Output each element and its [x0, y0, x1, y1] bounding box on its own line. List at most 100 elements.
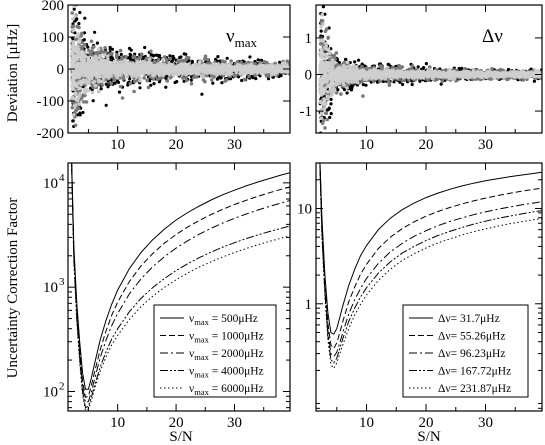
data-point: [72, 5, 76, 8]
data-point: [205, 58, 210, 62]
data-point: [253, 73, 257, 78]
data-point: [339, 92, 343, 96]
data-point: [123, 58, 127, 62]
data-point: [108, 45, 112, 50]
data-point: [80, 40, 84, 45]
data-point: [213, 65, 217, 69]
data-point: [285, 59, 290, 63]
data-point: [149, 53, 153, 57]
data-point: [119, 52, 123, 57]
data-point: [323, 45, 327, 50]
data-point: [332, 53, 337, 58]
data-point: [444, 68, 448, 73]
data-point: [92, 80, 97, 84]
data-point: [81, 100, 86, 104]
data-point: [157, 76, 161, 81]
data-point: [216, 76, 220, 81]
data-point: [157, 72, 161, 77]
data-point: [76, 62, 81, 66]
data-point: [135, 61, 140, 66]
data-point: [90, 53, 95, 57]
data-point: [238, 63, 242, 68]
data-point: [89, 39, 94, 44]
data-point: [92, 60, 97, 64]
data-point: [209, 73, 214, 78]
data-point: [113, 68, 118, 72]
data-point: [165, 58, 169, 62]
data-point: [117, 90, 122, 94]
data-point: [92, 45, 96, 49]
data-point: [173, 80, 177, 85]
data-point: [78, 92, 82, 96]
data-point: [124, 55, 128, 59]
data-point: [345, 60, 350, 65]
data-point: [132, 79, 137, 84]
data-point: [120, 96, 125, 100]
data-point: [184, 52, 188, 56]
data-point: [118, 60, 123, 64]
data-point: [345, 91, 349, 95]
data-point: [159, 62, 164, 67]
data-point: [75, 50, 80, 54]
data-point: [328, 115, 332, 120]
data-point: [212, 68, 216, 73]
data-point: [71, 62, 75, 67]
data-point: [71, 28, 76, 32]
data-point: [129, 68, 134, 73]
data-point: [73, 135, 76, 138]
data-point: [90, 49, 94, 54]
y-tick-label: -200: [37, 126, 65, 142]
data-point: [476, 76, 480, 81]
data-point: [152, 82, 156, 86]
data-point: [321, 5, 325, 9]
data-point: [138, 55, 143, 60]
data-point: [319, 116, 324, 120]
data-point: [218, 59, 222, 63]
data-point: [71, 40, 76, 44]
data-point: [78, 111, 82, 115]
data-point: [165, 79, 170, 83]
data-point: [187, 62, 191, 66]
panel-label-sub: max: [235, 35, 258, 50]
data-point: [326, 95, 331, 99]
data-point: [186, 56, 191, 60]
data-point: [371, 79, 376, 84]
data-point: [266, 66, 270, 71]
data-point: [168, 54, 172, 58]
data-point: [224, 65, 229, 70]
data-point: [75, 34, 80, 38]
data-point: [76, 54, 81, 59]
data-point: [184, 69, 189, 73]
data-point: [322, 116, 326, 120]
data-point: [93, 30, 97, 34]
data-point: [401, 82, 405, 87]
data-point: [75, 113, 79, 117]
data-point: [159, 69, 164, 73]
data-point: [187, 65, 191, 70]
data-point: [329, 112, 333, 116]
data-point: [83, 16, 87, 20]
data-point: [179, 55, 183, 59]
data-point: [161, 57, 165, 62]
data-point: [329, 102, 333, 106]
data-point: [198, 60, 202, 64]
data-point: [344, 58, 348, 62]
data-point: [103, 46, 107, 50]
data-point: [190, 67, 195, 72]
data-point: [357, 58, 361, 62]
data-point: [79, 66, 84, 70]
data-point: [272, 65, 276, 69]
data-point: [190, 60, 194, 65]
data-point: [392, 80, 396, 84]
data-point: [93, 69, 98, 73]
data-point: [102, 50, 106, 55]
data-point: [145, 78, 149, 83]
data-point: [236, 75, 241, 79]
panel-label: νmax: [226, 26, 257, 50]
data-point: [71, 119, 75, 123]
data-point: [220, 65, 225, 70]
data-point: [364, 83, 368, 87]
data-point: [118, 69, 122, 73]
data-point: [210, 78, 214, 82]
